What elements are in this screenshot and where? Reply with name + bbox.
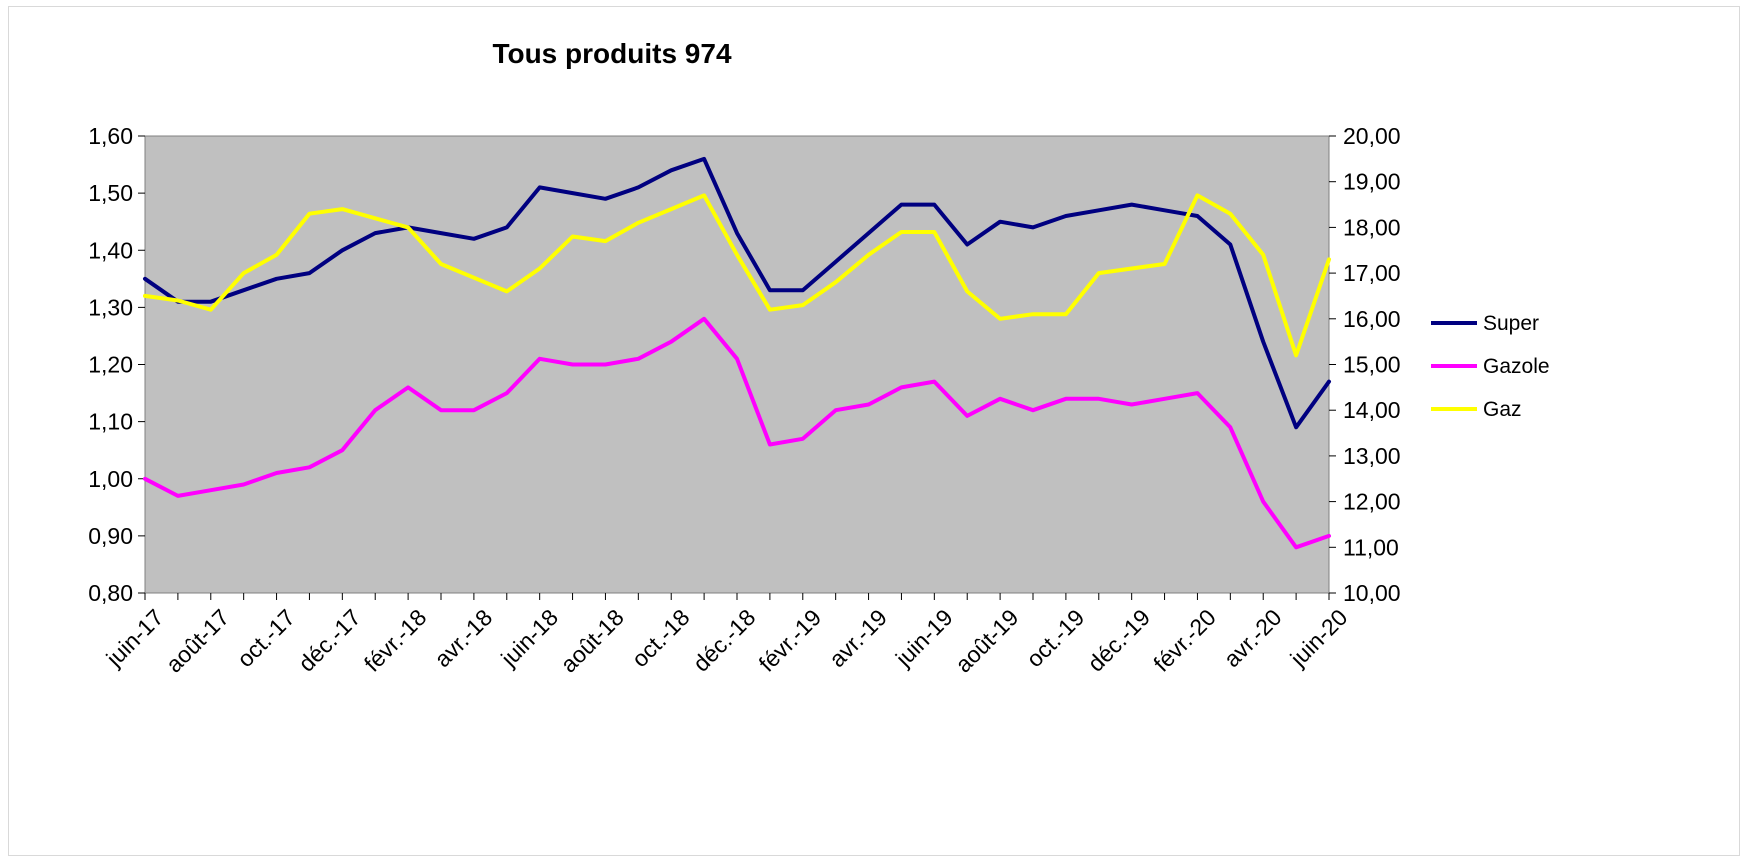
legend: Super Gazole Gaz xyxy=(1431,312,1550,421)
y-left-tick-label: 1,20 xyxy=(88,352,133,378)
x-tick-label: févr.-18 xyxy=(359,604,432,677)
x-tick-label: oct.-19 xyxy=(1021,604,1089,672)
y-left-tick-label: 0,90 xyxy=(88,523,133,549)
y-left-tick-label: 1,40 xyxy=(88,237,133,263)
x-tick-label: oct.-18 xyxy=(627,604,695,672)
y-left-tick-label: 1,50 xyxy=(88,180,133,206)
y-left-tick-label: 1,30 xyxy=(88,294,133,320)
x-tick-label: juin-19 xyxy=(890,604,958,672)
x-tick-label: juin-18 xyxy=(495,604,563,672)
y-right-tick-label: 17,00 xyxy=(1343,260,1401,286)
y-left-tick-label: 0,80 xyxy=(88,580,133,606)
chart-title: Tous produits 974 xyxy=(492,38,731,69)
y-right-tick-label: 18,00 xyxy=(1343,214,1401,240)
y-right-tick-label: 11,00 xyxy=(1343,534,1399,560)
y-left-tick-label: 1,00 xyxy=(88,466,133,492)
y-right-tick-label: 15,00 xyxy=(1343,352,1401,378)
x-tick-label: juin-17 xyxy=(100,604,168,672)
legend-label-super: Super xyxy=(1483,312,1539,335)
x-tick-label: oct.-17 xyxy=(232,604,300,672)
y-left-tick-label: 1,60 xyxy=(88,123,133,149)
series-line-gaz xyxy=(143,193,1331,358)
x-tick-label: avr.-19 xyxy=(824,604,892,672)
line-chart: Tous produits 974 0,80 0,90 1,00 1,10 1,20 1,… xyxy=(88,38,1550,678)
series-layer xyxy=(143,156,1331,550)
x-tick-label: août-17 xyxy=(161,604,235,678)
x-tick-label: févr.-20 xyxy=(1148,604,1221,677)
y-right-tick-label: 19,00 xyxy=(1343,169,1401,195)
y-left-tick-label: 1,10 xyxy=(88,409,133,435)
x-tick-label: déc.-19 xyxy=(1082,604,1155,677)
legend-label-gaz: Gaz xyxy=(1483,398,1522,421)
x-tick-label: févr.-19 xyxy=(754,604,827,677)
y-right-tick-label: 12,00 xyxy=(1343,489,1401,515)
plot-area xyxy=(144,135,1330,594)
series-line-gazole xyxy=(143,316,1331,550)
legend-label-gazole: Gazole xyxy=(1483,355,1550,378)
y-right-tick-label: 20,00 xyxy=(1343,123,1401,149)
chart-frame: Tous produits 974 0,80 0,90 1,00 1,10 1,20 1,… xyxy=(8,6,1740,856)
y-right-tick-label: 10,00 xyxy=(1343,580,1401,606)
y-right-tick-label: 14,00 xyxy=(1343,397,1401,423)
x-tick-label: avr.-18 xyxy=(429,604,497,672)
x-tick-label: déc.-18 xyxy=(688,604,761,677)
x-tick-label: avr.-20 xyxy=(1219,604,1287,672)
series-line-super xyxy=(143,156,1331,430)
x-tick-label: juin-20 xyxy=(1284,604,1352,672)
y-right-tick-label: 13,00 xyxy=(1343,443,1401,469)
x-tick-label: août-18 xyxy=(555,604,629,678)
x-tick-label: août-19 xyxy=(950,604,1024,678)
y-right-tick-label: 16,00 xyxy=(1343,306,1401,332)
x-tick-label: déc.-17 xyxy=(293,604,366,677)
